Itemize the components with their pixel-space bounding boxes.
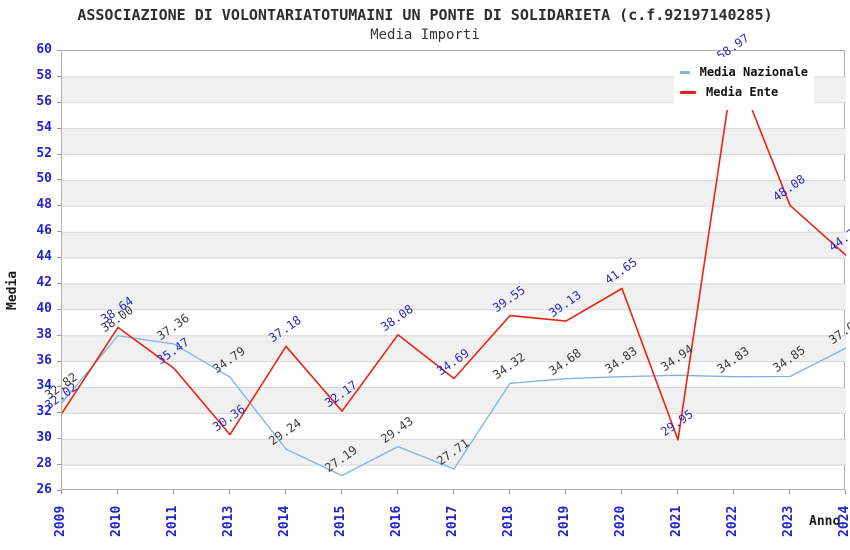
legend-item: Media Nazionale [680, 65, 808, 79]
y-tick-label: 46 [36, 223, 52, 239]
y-tick-label: 36 [36, 352, 52, 368]
y-tick-label: 42 [36, 274, 52, 290]
x-tick-label: 2020 [613, 505, 628, 537]
y-tick-label: 40 [36, 300, 52, 316]
x-tick-label: 2013 [221, 505, 236, 537]
y-tick-mark [57, 412, 61, 414]
x-tick-mark [509, 490, 510, 494]
x-tick-label: 2023 [781, 505, 796, 537]
x-tick-mark [117, 490, 118, 494]
y-tick-label: 38 [36, 326, 52, 342]
x-tick-mark [285, 490, 286, 494]
y-tick-mark [57, 231, 61, 233]
x-tick-mark [789, 490, 790, 494]
plot-band [62, 387, 846, 414]
plot-band [62, 232, 846, 259]
x-tick-label: 2011 [165, 505, 180, 537]
y-tick-label: 32 [36, 404, 52, 420]
x-axis-title: Anno [809, 514, 841, 529]
y-tick-mark [57, 308, 61, 310]
y-tick-mark [57, 490, 61, 491]
y-tick-mark [57, 75, 61, 77]
y-tick-mark [57, 101, 61, 103]
x-tick-label: 2009 [53, 505, 68, 537]
y-tick-mark [57, 360, 61, 362]
x-tick-mark [621, 490, 622, 494]
legend-swatch-ente [680, 90, 696, 94]
x-tick-label: 2021 [669, 505, 684, 537]
y-tick-mark [57, 257, 61, 259]
chart-title: ASSOCIAZIONE DI VOLONTARIATOTUMAINI UN P… [77, 6, 773, 24]
x-tick-mark [229, 490, 230, 494]
series-line-nazionale [62, 335, 846, 477]
y-tick-label: 56 [36, 93, 52, 109]
x-tick-label: 2016 [389, 505, 404, 537]
y-tick-label: 44 [36, 249, 52, 265]
x-tick-mark [397, 490, 398, 494]
legend-label: Media Nazionale [699, 65, 808, 79]
y-tick-label: 28 [36, 456, 52, 472]
plot-band [62, 283, 846, 310]
x-tick-label: 2015 [333, 505, 348, 537]
y-tick-mark [57, 205, 61, 207]
y-tick-mark [57, 438, 61, 440]
y-tick-label: 54 [36, 119, 52, 135]
y-tick-mark [57, 50, 61, 51]
x-tick-mark [733, 490, 734, 494]
x-tick-mark [453, 490, 454, 494]
chart-subtitle: Media Importi [370, 27, 480, 43]
y-tick-label: 48 [36, 197, 52, 213]
x-tick-mark [565, 490, 566, 494]
y-tick-label: 34 [36, 378, 52, 394]
plot-band [62, 335, 846, 362]
y-tick-label: 30 [36, 430, 52, 446]
x-tick-mark [61, 490, 62, 494]
y-tick-label: 58 [36, 67, 52, 83]
x-tick-label: 2014 [277, 505, 292, 537]
y-tick-mark [57, 334, 61, 336]
x-tick-label: 2017 [445, 505, 460, 537]
x-tick-mark [173, 490, 174, 494]
legend-item: Media Ente [680, 85, 808, 99]
y-tick-label: 26 [36, 482, 52, 497]
x-tick-label: 2019 [557, 505, 572, 537]
legend: Media Nazionale Media Ente [674, 57, 814, 110]
plot-band [62, 128, 846, 155]
y-tick-mark [57, 386, 61, 388]
plot-band [62, 439, 846, 466]
legend-label: Media Ente [706, 85, 779, 99]
y-tick-mark [57, 127, 61, 129]
series-line-ente [62, 63, 846, 441]
y-tick-mark [57, 153, 61, 155]
y-tick-mark [57, 179, 61, 181]
x-tick-mark [845, 490, 846, 494]
plot-svg [62, 63, 846, 477]
x-tick-label: 2022 [725, 505, 740, 537]
plot-band [62, 180, 846, 207]
x-tick-label: 2018 [501, 505, 516, 537]
legend-swatch-nazionale [680, 70, 690, 74]
y-tick-label: 52 [36, 145, 52, 161]
y-tick-mark [57, 282, 61, 284]
x-tick-mark [677, 490, 678, 494]
x-tick-label: 2010 [109, 505, 124, 537]
y-tick-label: 50 [36, 171, 52, 187]
y-tick-mark [57, 464, 61, 466]
x-tick-mark [341, 490, 342, 494]
plot-area [61, 50, 846, 490]
x-tick-label: 2024 [837, 505, 850, 537]
y-tick-label: 60 [36, 42, 52, 57]
